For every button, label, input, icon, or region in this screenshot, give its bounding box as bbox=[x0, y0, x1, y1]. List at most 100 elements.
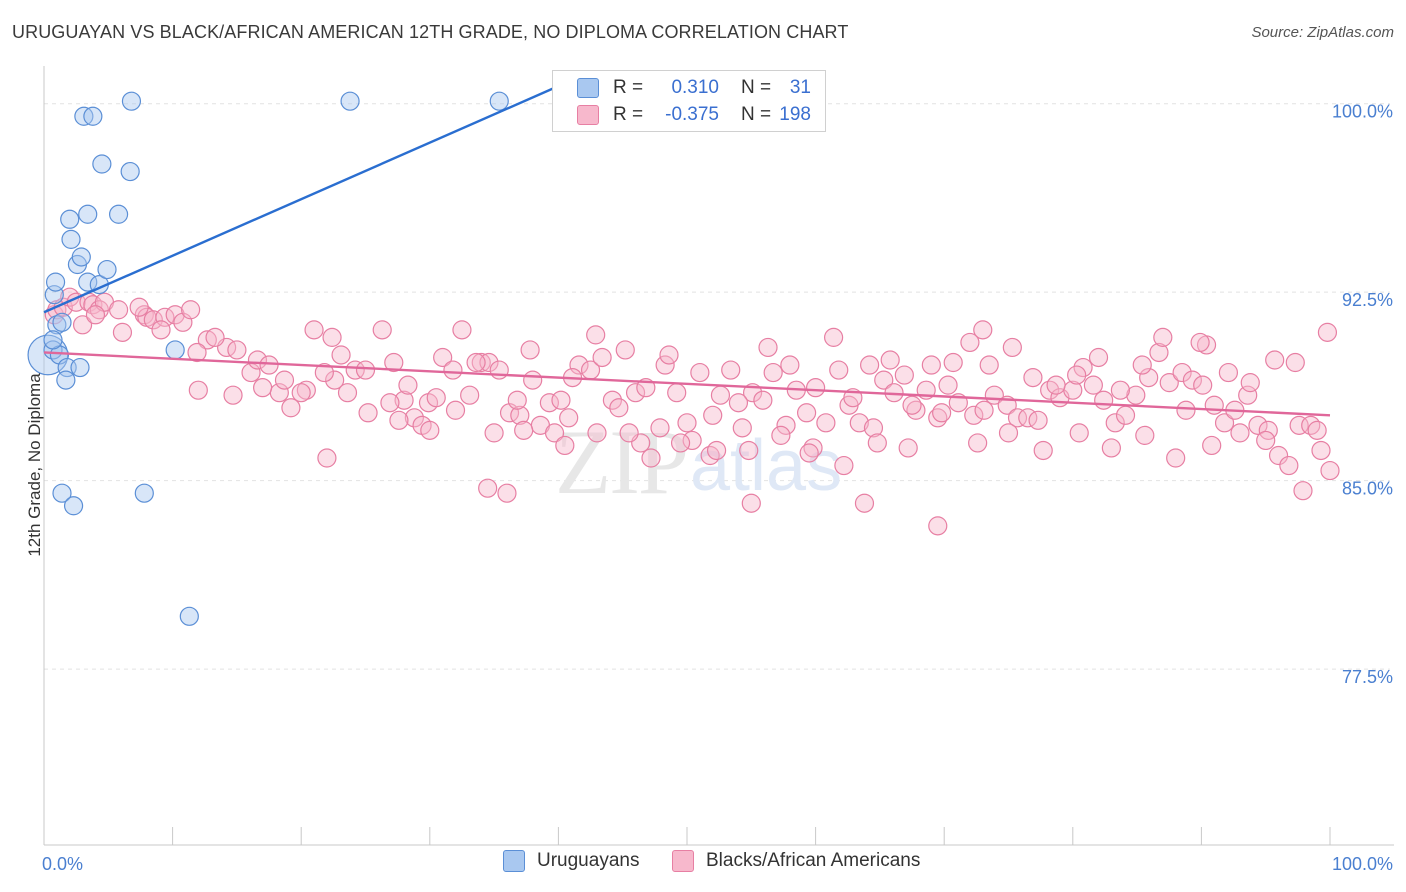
data-point-blacks bbox=[1094, 390, 1114, 410]
legend-item-uruguayans[interactable]: Uruguayans bbox=[503, 850, 639, 872]
data-point-blacks bbox=[1182, 370, 1202, 390]
data-point-blacks bbox=[433, 347, 453, 368]
legend-r-label: R = bbox=[613, 104, 644, 125]
data-point-uruguayans bbox=[97, 259, 117, 280]
data-point-blacks bbox=[317, 448, 337, 468]
data-point-blacks bbox=[331, 345, 351, 365]
data-point-blacks bbox=[1105, 413, 1125, 433]
legend-n-value: 198 bbox=[779, 104, 811, 125]
data-point-blacks bbox=[780, 355, 800, 375]
data-point-blacks bbox=[555, 435, 575, 456]
data-point-blacks bbox=[1028, 410, 1048, 430]
data-point-blacks bbox=[551, 390, 571, 410]
data-point-blacks bbox=[1101, 438, 1121, 458]
series-blacks-points bbox=[44, 287, 1340, 536]
data-point-blacks bbox=[739, 440, 759, 461]
data-point-blacks bbox=[426, 388, 446, 408]
data-point-blacks bbox=[1046, 375, 1066, 395]
data-point-blacks bbox=[700, 445, 720, 466]
data-point-blacks bbox=[1248, 415, 1268, 435]
data-point-blacks bbox=[1007, 408, 1028, 428]
data-point-blacks bbox=[514, 420, 534, 440]
data-point-blacks bbox=[710, 385, 731, 405]
data-point-blacks bbox=[129, 297, 149, 317]
y-tick-labels: 100.0% 92.5% 85.0% 77.5% bbox=[1332, 102, 1393, 687]
data-point-blacks bbox=[1256, 430, 1276, 451]
legend-row-uruguayans: R = 0.310 N = 31 bbox=[577, 75, 811, 101]
watermark-atlas: atlas bbox=[690, 426, 842, 506]
data-point-blacks bbox=[1126, 385, 1146, 405]
data-point-blacks bbox=[398, 375, 418, 395]
data-point-blacks bbox=[85, 305, 106, 325]
data-point-uruguayans bbox=[165, 340, 185, 360]
data-point-blacks bbox=[816, 413, 836, 433]
data-point-blacks bbox=[1002, 337, 1022, 358]
data-point-blacks bbox=[72, 315, 93, 335]
data-point-blacks bbox=[471, 352, 491, 373]
data-point-blacks bbox=[358, 403, 378, 423]
data-point-blacks bbox=[497, 483, 517, 503]
data-point-blacks bbox=[484, 423, 504, 443]
data-point-blacks bbox=[670, 433, 691, 453]
y-axis-label: 12th Grade, No Diploma bbox=[25, 373, 44, 557]
data-point-blacks bbox=[372, 320, 392, 340]
data-point-blacks bbox=[968, 433, 988, 453]
data-point-blacks bbox=[677, 413, 697, 433]
data-point-uruguayans bbox=[78, 272, 98, 292]
data-point-blacks bbox=[253, 378, 273, 398]
data-point-blacks bbox=[615, 340, 635, 360]
series-uruguayans-points bbox=[27, 91, 509, 626]
x-tick-label-min: 0.0% bbox=[42, 854, 83, 874]
trend-line-blacks bbox=[43, 351, 1331, 417]
x-tick-label-max: 100.0% bbox=[1332, 854, 1393, 874]
data-point-blacks bbox=[706, 440, 727, 461]
data-point-blacks bbox=[824, 327, 844, 347]
legend-item-blacks[interactable]: Blacks/African Americans bbox=[672, 850, 920, 872]
data-point-blacks bbox=[902, 395, 922, 415]
data-point-blacks bbox=[314, 362, 334, 383]
data-point-blacks bbox=[898, 438, 918, 458]
y-tick-label: 77.5% bbox=[1342, 667, 1393, 687]
data-point-blacks bbox=[880, 350, 900, 370]
data-point-blacks bbox=[1159, 373, 1179, 393]
data-point-blacks bbox=[108, 300, 129, 320]
trend-lines bbox=[43, 85, 1331, 417]
data-point-blacks bbox=[703, 405, 723, 425]
data-point-blacks bbox=[1317, 322, 1338, 342]
data-point-blacks bbox=[1135, 425, 1155, 445]
data-point-blacks bbox=[1067, 365, 1087, 385]
data-point-blacks bbox=[227, 340, 247, 360]
data-point-uruguayans bbox=[71, 247, 91, 267]
data-point-blacks bbox=[569, 355, 589, 375]
data-point-blacks bbox=[197, 330, 217, 350]
data-point-blacks bbox=[1190, 332, 1210, 353]
data-point-blacks bbox=[932, 403, 952, 423]
data-point-blacks bbox=[1023, 368, 1043, 388]
data-point-blacks bbox=[259, 355, 279, 375]
legend-label: Uruguayans bbox=[537, 850, 640, 871]
legend-r-value: -0.375 bbox=[665, 104, 719, 125]
data-point-blacks bbox=[1218, 362, 1239, 383]
legend-r-value: 0.310 bbox=[671, 77, 719, 98]
data-point-blacks bbox=[1073, 357, 1093, 378]
data-point-uruguayans bbox=[63, 496, 84, 516]
data-point-blacks bbox=[188, 380, 208, 400]
data-point-blacks bbox=[1289, 415, 1309, 435]
data-point-uruguayans bbox=[340, 91, 360, 111]
data-point-blacks bbox=[445, 400, 466, 420]
axes bbox=[43, 66, 1394, 846]
legend-swatch-pink bbox=[672, 850, 694, 872]
data-point-blacks bbox=[510, 405, 530, 425]
data-point-blacks bbox=[1214, 413, 1235, 433]
data-point-blacks bbox=[998, 423, 1019, 443]
data-point-blacks bbox=[389, 410, 409, 430]
data-point-blacks bbox=[587, 423, 607, 443]
data-point-blacks bbox=[1230, 423, 1250, 443]
data-point-blacks bbox=[960, 332, 980, 353]
data-point-blacks bbox=[796, 403, 817, 423]
y-tick-label: 92.5% bbox=[1342, 290, 1393, 310]
data-point-blacks bbox=[894, 365, 914, 385]
data-point-blacks bbox=[380, 393, 400, 413]
data-point-blacks bbox=[938, 375, 958, 395]
data-point-blacks bbox=[223, 385, 243, 405]
